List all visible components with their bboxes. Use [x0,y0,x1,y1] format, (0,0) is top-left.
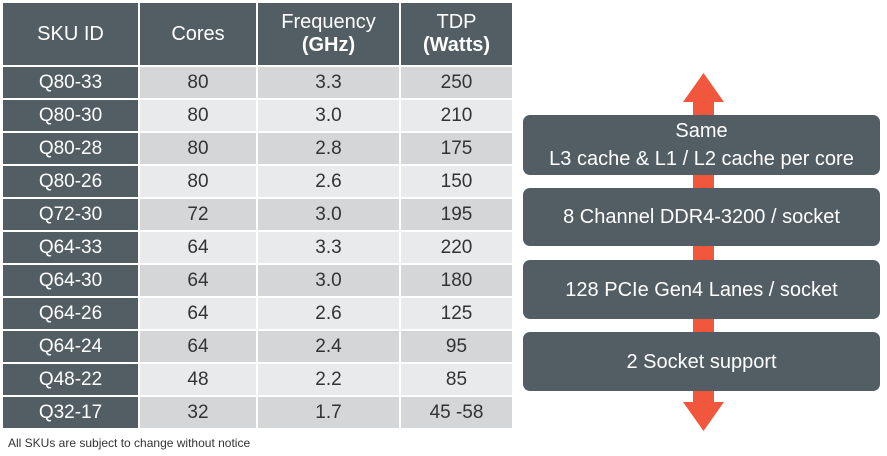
cell-cores: 72 [139,198,258,232]
cell-sku-id: Q32-17 [3,396,140,430]
cell-cores: 64 [139,297,258,331]
header-tdp: TDP (Watts) [400,3,512,67]
cell-tdp: 220 [400,231,512,265]
cell-cores: 80 [139,99,258,133]
table-header-row: SKU ID Cores Frequency (GHz) TDP (Watts) [3,3,512,67]
header-frequency-unit: (GHz) [301,34,356,56]
cell-tdp: 45 -58 [400,396,512,430]
table-row: Q80-30 80 3.0 210 [3,99,512,133]
cell-frequency: 3.3 [257,231,401,265]
cell-sku-id: Q72-30 [3,198,140,232]
cell-sku-id: Q64-26 [3,297,140,331]
arrow-down-icon [683,402,724,431]
cell-frequency: 3.0 [257,99,401,133]
cell-frequency: 3.0 [257,264,401,298]
cell-tdp: 150 [400,165,512,199]
feature-pcie-text: 128 PCIe Gen4 Lanes / socket [565,278,838,301]
cell-frequency: 2.6 [257,165,401,199]
feature-memory-text: 8 Channel DDR4-3200 / socket [563,206,840,228]
cell-cores: 64 [139,330,258,364]
cell-cores: 64 [139,231,258,265]
header-sku-id: SKU ID [3,3,140,67]
table-row: Q72-30 72 3.0 195 [3,198,512,232]
cell-sku-id: Q80-26 [3,165,140,199]
table-row: Q64-26 64 2.6 125 [3,297,512,331]
cell-frequency: 2.6 [257,297,401,331]
cell-frequency: 3.3 [257,66,401,100]
cell-cores: 80 [139,165,258,199]
feature-cache-line1: Same [675,120,728,142]
cell-tdp: 210 [400,99,512,133]
feature-box-socket: 2 Socket support [523,332,880,391]
table-row: Q64-30 64 3.0 180 [3,264,512,298]
table-row: Q80-28 80 2.8 175 [3,132,512,166]
cell-tdp: 195 [400,198,512,232]
cell-tdp: 95 [400,330,512,364]
cell-frequency: 3.0 [257,198,401,232]
table-row: Q32-17 32 1.7 45 -58 [3,396,512,430]
header-frequency: Frequency (GHz) [257,3,401,67]
header-cores: Cores [139,3,258,67]
header-tdp-unit: (Watts) [422,34,491,56]
arrow-up-icon [683,73,724,102]
cell-frequency: 1.7 [257,396,401,430]
cell-sku-id: Q80-33 [3,66,140,100]
cell-cores: 32 [139,396,258,430]
table-row: Q64-24 64 2.4 95 [3,330,512,364]
cell-tdp: 250 [400,66,512,100]
footnote: All SKUs are subject to change without n… [8,436,251,450]
cell-sku-id: Q80-30 [3,99,140,133]
table-row: Q64-33 64 3.3 220 [3,231,512,265]
cell-tdp: 175 [400,132,512,166]
feature-socket-text: 2 Socket support [626,350,777,373]
feature-box-cache: Same L3 cache & L1 / L2 cache per core [523,115,880,175]
feature-cache-line2: L3 cache & L1 / L2 cache per core [549,148,854,170]
cell-sku-id: Q80-28 [3,132,140,166]
sku-table: SKU ID Cores Frequency (GHz) TDP (Watts) Q… [3,3,512,430]
cell-sku-id: Q64-24 [3,330,140,364]
cell-frequency: 2.8 [257,132,401,166]
cell-sku-id: Q64-30 [3,264,140,298]
cell-sku-id: Q48-22 [3,363,140,397]
cell-tdp: 85 [400,363,512,397]
cell-tdp: 125 [400,297,512,331]
cell-tdp: 180 [400,264,512,298]
cell-cores: 64 [139,264,258,298]
cell-frequency: 2.2 [257,363,401,397]
feature-box-pcie: 128 PCIe Gen4 Lanes / socket [523,260,880,319]
cell-frequency: 2.4 [257,330,401,364]
table-row: Q80-26 80 2.6 150 [3,165,512,199]
table-row: Q48-22 48 2.2 85 [3,363,512,397]
feature-box-memory: 8 Channel DDR4-3200 / socket [523,188,880,246]
cell-cores: 80 [139,66,258,100]
table-row: Q80-33 80 3.3 250 [3,66,512,100]
cell-cores: 80 [139,132,258,166]
cell-cores: 48 [139,363,258,397]
cell-sku-id: Q64-33 [3,231,140,265]
